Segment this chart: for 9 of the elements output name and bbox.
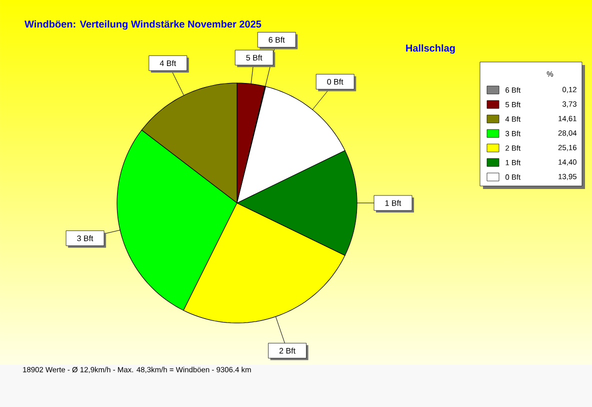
text: Hallschlag bbox=[406, 44, 455, 54]
slice-label: 2 Bft bbox=[279, 348, 296, 354]
slice-label: 1 Bft bbox=[385, 200, 402, 206]
slice-label: 5 Bft bbox=[246, 54, 262, 61]
chart-title: Windböen: Verteilung Windstärke November 2025 bbox=[24, 20, 262, 30]
slice-label: 4 Bft bbox=[160, 60, 176, 66]
slice-label: 6 Bft bbox=[268, 36, 285, 43]
slice-label: 0 Bft bbox=[327, 78, 344, 85]
slice-label: 3 Bft bbox=[77, 235, 94, 242]
